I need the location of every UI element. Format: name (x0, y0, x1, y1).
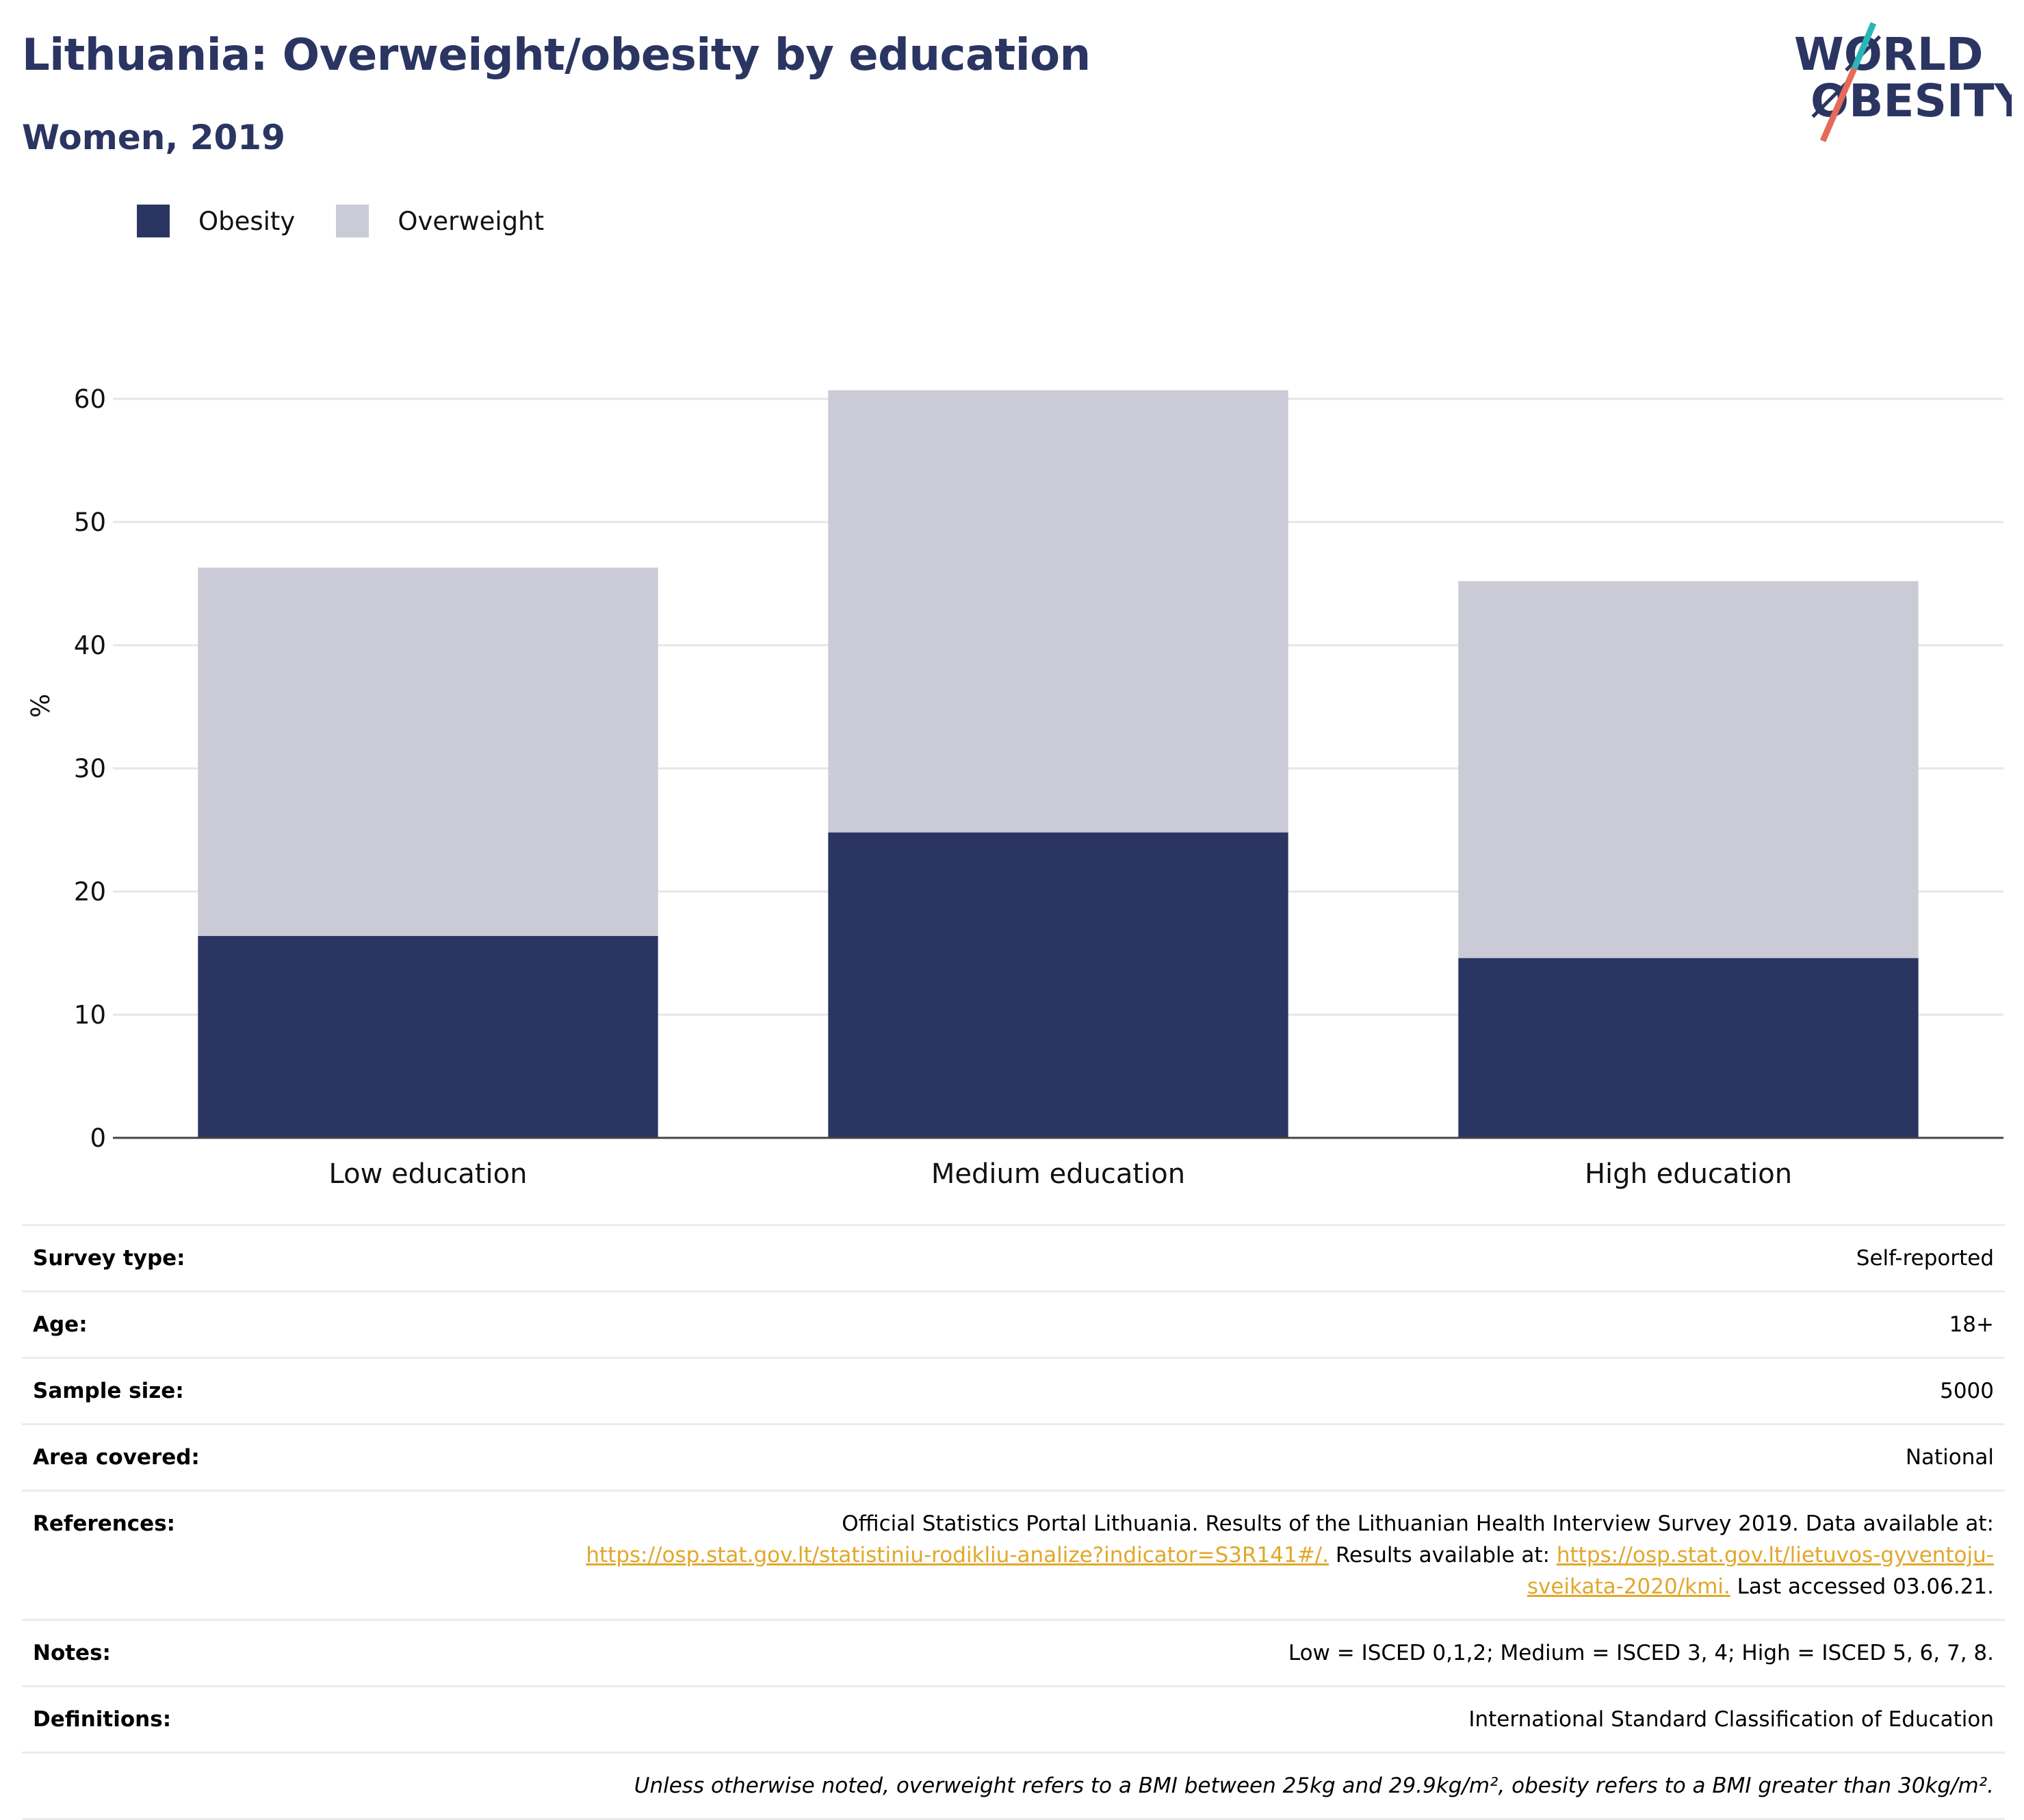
bar-overweight-medium-education (828, 390, 1288, 833)
y-tick-label: 60 (74, 385, 106, 414)
y-tick-label: 40 (74, 631, 106, 660)
meta-row-footnote: Unless otherwise noted, overweight refer… (22, 1752, 2005, 1820)
meta-label: Notes: (22, 1619, 523, 1687)
legend-swatch-obesity (137, 205, 170, 237)
meta-value: 18+ (523, 1290, 2005, 1358)
references-data-link[interactable]: https://osp.stat.gov.lt/statistiniu-rodi… (586, 1543, 1329, 1568)
meta-label: Age: (22, 1290, 523, 1358)
logo-line-2: ØBESITY (1811, 75, 2012, 127)
y-tick-label: 20 (74, 877, 106, 907)
meta-row-definitions: Definitions: International Standard Clas… (22, 1685, 2005, 1753)
legend-swatch-overweight (336, 205, 369, 237)
bar-overweight-high-education (1458, 581, 1919, 959)
bmi-footnote: Unless otherwise noted, overweight refer… (22, 1752, 2005, 1820)
x-category-label: High education (1585, 1158, 1792, 1190)
legend-label-obesity: Obesity (198, 206, 296, 236)
meta-value: National (523, 1423, 2005, 1491)
legend-item-overweight: Overweight (336, 205, 544, 237)
survey-metadata-table: Survey type: Self-reported Age: 18+ Samp… (22, 1224, 2005, 1820)
meta-label: Survey type: (22, 1224, 523, 1292)
bar-overweight-low-education (198, 567, 658, 936)
meta-row-survey-type: Survey type: Self-reported (22, 1224, 2005, 1292)
references-text: Last accessed 03.06.21. (1730, 1574, 1994, 1599)
references-results-link[interactable]: https://osp.stat.gov.lt/lietuvos-gyvento… (1527, 1543, 1994, 1599)
legend-label-overweight: Overweight (398, 206, 545, 236)
y-tick-label: 30 (74, 754, 106, 783)
meta-row-sample-size: Sample size: 5000 (22, 1357, 2005, 1425)
meta-value: Self-reported (523, 1224, 2005, 1292)
stacked-bar-chart: 0 10 20 30 40 50 60% Low education Medium educat… (26, 385, 2003, 1190)
meta-row-age: Age: 18+ (22, 1290, 2005, 1358)
chart-legend: Obesity Overweight (137, 204, 585, 238)
meta-value: Official Statistics Portal Lithuania. Re… (523, 1490, 2005, 1620)
logo-line-1: WØRLD (1794, 28, 1984, 81)
meta-value: International Standard Classification of… (523, 1685, 2005, 1753)
chart-subtitle: Women, 2019 (22, 118, 285, 157)
chart-title: Lithuania: Overweight/obesity by educati… (22, 30, 1091, 81)
y-tick-label: 10 (74, 1000, 106, 1030)
logo-slash-coral (1819, 67, 1858, 142)
meta-label: Sample size: (22, 1357, 523, 1425)
x-category-label: Medium education (931, 1158, 1185, 1190)
meta-row-notes: Notes: Low = ISCED 0,1,2; Medium = ISCED… (22, 1619, 2005, 1687)
meta-value: 5000 (523, 1357, 2005, 1425)
y-tick-label: 50 (74, 508, 106, 537)
meta-row-area-covered: Area covered: National (22, 1423, 2005, 1491)
meta-value: Low = ISCED 0,1,2; Medium = ISCED 3, 4; … (523, 1619, 2005, 1687)
bar-obesity-high-education (1458, 958, 1919, 1138)
world-obesity-logo: WØRLD ØBESITY (1794, 22, 2012, 142)
references-text: Results available at: (1328, 1543, 1557, 1568)
references-text: Official Statistics Portal Lithuania. Re… (842, 1511, 1994, 1536)
bar-obesity-low-education (198, 935, 658, 1138)
y-tick-label: 0 (90, 1123, 106, 1153)
meta-label: References: (22, 1490, 523, 1620)
logo-slash-teal (1851, 22, 1877, 70)
meta-label: Area covered: (22, 1423, 523, 1491)
y-axis-title: % (26, 694, 55, 718)
meta-label: Definitions: (22, 1685, 523, 1753)
bar-obesity-medium-education (828, 832, 1288, 1138)
meta-row-references: References: Official Statistics Portal L… (22, 1490, 2005, 1620)
legend-item-obesity: Obesity (137, 205, 295, 237)
x-category-label: Low education (329, 1158, 528, 1190)
